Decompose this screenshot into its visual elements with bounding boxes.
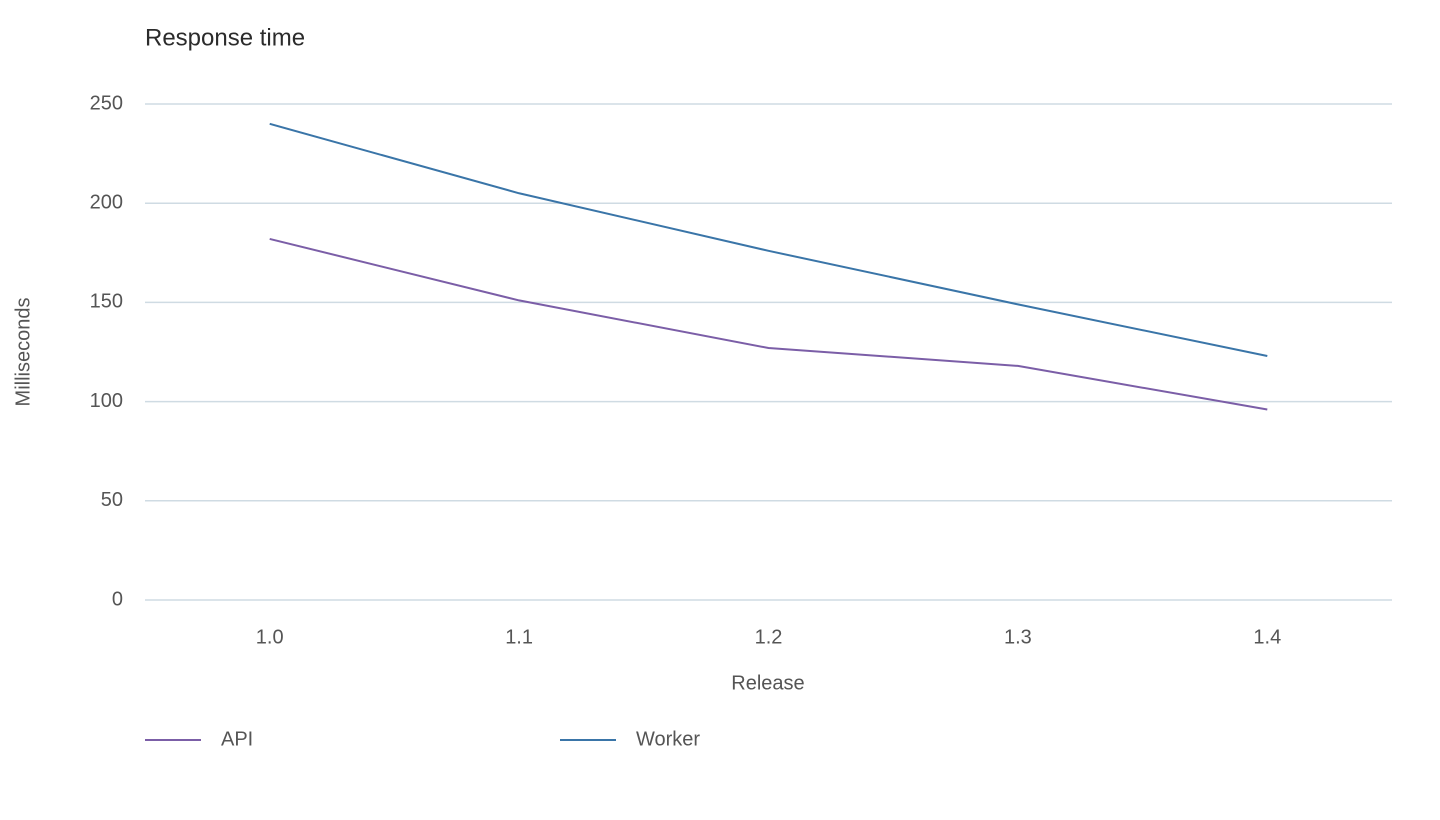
x-tick-label: 1.1 [505, 626, 533, 648]
x-tick-label: 1.3 [1004, 626, 1032, 648]
legend-label: API [221, 728, 253, 750]
x-tick-label: 1.4 [1253, 626, 1281, 648]
chart-title: Response time [145, 24, 305, 51]
x-tick-label: 1.0 [256, 626, 284, 648]
x-axis-label: Release [731, 672, 804, 694]
y-tick-label: 250 [90, 92, 123, 114]
x-tick-label: 1.2 [755, 626, 783, 648]
y-tick-label: 100 [90, 390, 123, 412]
y-axis-label: Milliseconds [12, 298, 34, 407]
y-tick-label: 200 [90, 191, 123, 213]
y-tick-label: 150 [90, 291, 123, 313]
y-tick-label: 50 [101, 489, 123, 511]
series-line [269, 122, 1268, 357]
y-tick-label: 0 [112, 588, 123, 610]
legend-label: Worker [636, 728, 700, 750]
series-line [269, 237, 1268, 411]
